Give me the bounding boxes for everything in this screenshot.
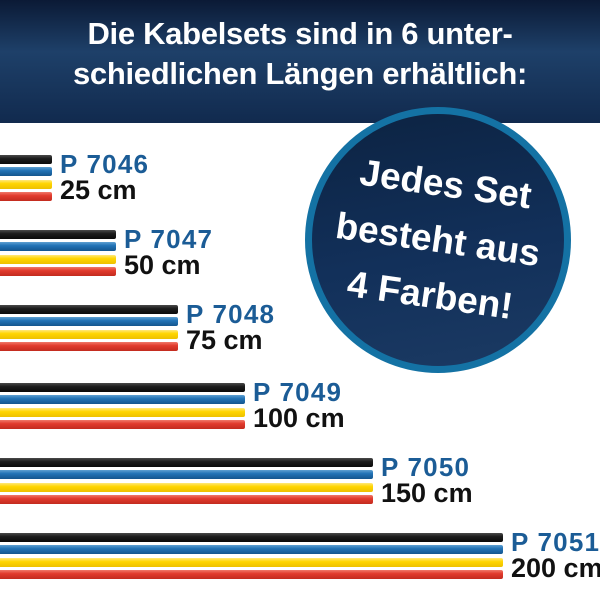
- cable-row: P 7050 150 cm: [0, 452, 600, 508]
- cable-stripe-blue: [0, 545, 503, 555]
- cable-stripe-red: [0, 342, 178, 352]
- cable-stripe-yellow: [0, 482, 373, 492]
- cable-stripe-yellow: [0, 254, 116, 264]
- cable-row: P 7051 200 cm: [0, 527, 600, 583]
- cable-stripe-black: [0, 155, 52, 164]
- product-code: P 7047: [124, 224, 214, 254]
- cable-row-labels: P 7046 25 cm: [60, 149, 150, 205]
- cable-stripe-blue: [0, 167, 52, 177]
- cable-stripe-red: [0, 420, 245, 430]
- cable-stripe-red: [0, 570, 503, 580]
- cable-stripe-black: [0, 383, 245, 392]
- info-badge-text: Jedes Set besteht aus 4 Farben!: [324, 143, 551, 338]
- cable-stripe-yellow: [0, 407, 245, 417]
- header-title-line1: Die Kabelsets sind in 6 unter-: [87, 15, 513, 51]
- info-badge-circle: Jedes Set besteht aus 4 Farben!: [305, 107, 571, 373]
- cable-row-labels: P 7051 200 cm: [511, 527, 600, 583]
- header-title-line2: schiedlichen Längen erhältlich:: [72, 55, 528, 91]
- cable-stripe-red: [0, 267, 116, 277]
- cable-stripe-black: [0, 305, 178, 314]
- cable-stripe-blue: [0, 395, 245, 405]
- cable-stripe-red: [0, 192, 52, 202]
- cable-stripe-blue: [0, 242, 116, 252]
- length-label: 50 cm: [124, 250, 201, 280]
- product-code: P 7048: [186, 299, 276, 329]
- cable-row-labels: P 7048 75 cm: [186, 299, 276, 355]
- cable-row: P 7046 25 cm: [0, 149, 600, 205]
- header-banner: Die Kabelsets sind in 6 unter- schiedlic…: [0, 0, 600, 123]
- length-label: 75 cm: [186, 325, 263, 355]
- cable-stripe-blue: [0, 317, 178, 327]
- product-code: P 7049: [253, 377, 343, 407]
- length-label: 25 cm: [60, 175, 137, 205]
- cable-row: P 7048 75 cm: [0, 299, 600, 355]
- product-code: P 7051: [511, 527, 600, 557]
- product-code: P 7046: [60, 149, 150, 179]
- cable-stripe-yellow: [0, 329, 178, 339]
- cable-row: P 7047 50 cm: [0, 224, 600, 280]
- cable-stripe-black: [0, 533, 503, 542]
- cable-row-labels: P 7047 50 cm: [124, 224, 214, 280]
- product-code: P 7050: [381, 452, 471, 482]
- cable-stripe-black: [0, 230, 116, 239]
- cable-row-labels: P 7050 150 cm: [381, 452, 473, 508]
- cable-stripe-black: [0, 458, 373, 467]
- length-label: 150 cm: [381, 478, 473, 508]
- cable-stripe-red: [0, 495, 373, 505]
- cable-stripe-yellow: [0, 557, 503, 567]
- length-label: 200 cm: [511, 553, 600, 583]
- cable-row-labels: P 7049 100 cm: [253, 377, 345, 433]
- cable-stripe-yellow: [0, 179, 52, 189]
- length-label: 100 cm: [253, 403, 345, 433]
- cable-row: P 7049 100 cm: [0, 377, 600, 433]
- cable-stripe-blue: [0, 470, 373, 480]
